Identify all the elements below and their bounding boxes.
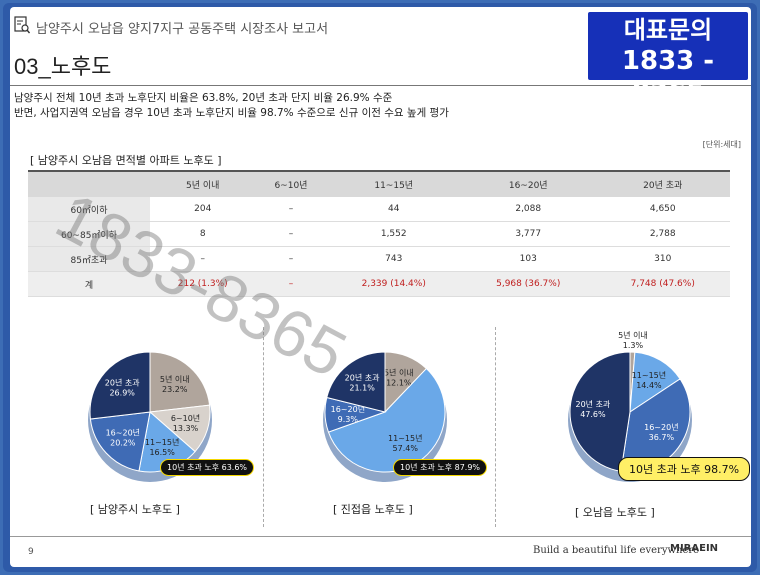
table-cell: – bbox=[255, 197, 327, 222]
divider bbox=[10, 85, 751, 86]
col-header: 11~15년 bbox=[326, 170, 461, 197]
pie-slice-value: 1.3% bbox=[623, 341, 644, 350]
table-row: 60㎡이하 204 – 44 2,088 4,650 bbox=[28, 197, 730, 222]
table-cell: 8 bbox=[150, 221, 256, 247]
table-cell: 44 bbox=[326, 197, 461, 222]
pie-slice-value: 47.6% bbox=[580, 410, 606, 419]
section-title: 03_노후도 bbox=[14, 54, 112, 79]
table-cell: 103 bbox=[460, 246, 596, 272]
pie-slice-label: 6~10년 bbox=[171, 413, 200, 423]
pie-caption: [ 남양주시 노후도 ] bbox=[90, 503, 180, 516]
pie-slice bbox=[326, 351, 386, 413]
pie-slice-label: 5년 이내 bbox=[618, 330, 648, 340]
pie-caption: [ 오남읍 노후도 ] bbox=[575, 506, 655, 519]
table-cell: 212 (1.3%) bbox=[150, 271, 256, 297]
table-title: [ 남양주시 오남읍 면적별 아파트 노후도 ] bbox=[30, 154, 222, 167]
age-table: 5년 이내 6~10년 11~15년 16~20년 20년 초과 60㎡이하 2… bbox=[28, 170, 730, 297]
divider bbox=[495, 327, 496, 527]
pie-slice bbox=[89, 351, 151, 420]
table-cell: 7,748 (47.6%) bbox=[595, 271, 730, 297]
pie-slice-label: 20년 초과 bbox=[105, 377, 140, 387]
table-cell: – bbox=[150, 246, 256, 272]
row-label: 60㎡이하 bbox=[28, 197, 150, 222]
pie-slice-value: 57.4% bbox=[393, 444, 419, 453]
row-label: 60~85㎡이하 bbox=[28, 221, 150, 247]
pie-slice-value: 13.3% bbox=[173, 424, 199, 433]
summary-text: 남양주시 전체 10년 초과 노후단지 비율은 63.8%, 20년 초과 단지… bbox=[14, 91, 449, 121]
pie-slice-label: 20년 초과 bbox=[345, 373, 380, 383]
pie-slice bbox=[629, 351, 681, 413]
col-header: 20년 초과 bbox=[595, 170, 730, 197]
table-cell: – bbox=[255, 221, 327, 247]
pie-slice-label: 11~15년 bbox=[632, 370, 666, 380]
company-logo: MIRAEIN bbox=[670, 543, 719, 554]
summary-line-2: 반면, 사업지권역 오남읍 경우 10년 초과 노후단지 비율 98.7% 수준… bbox=[14, 107, 449, 119]
table-row: 60~85㎡이하 8 – 1,552 3,777 2,788 bbox=[28, 221, 730, 247]
divider bbox=[263, 327, 264, 527]
pie-slice bbox=[89, 411, 151, 472]
col-header: 5년 이내 bbox=[150, 170, 256, 197]
pie-slice-label: 5년 이내 bbox=[384, 367, 414, 377]
pie-slice-label: 5년 이내 bbox=[160, 374, 190, 384]
report-page: 남양주시 오남읍 양지7지구 공동주택 시장조사 보고서 03_노후도 남양주시… bbox=[10, 7, 751, 567]
pie-caption: [ 진접읍 노후도 ] bbox=[333, 503, 413, 516]
table-cell: 2,088 bbox=[460, 197, 596, 222]
table-cell: 5,968 (36.7%) bbox=[460, 271, 596, 297]
pie-slice-value: 23.2% bbox=[162, 385, 188, 394]
contact-number: 1833 - 8365 bbox=[621, 46, 715, 108]
pie-slice-value: 20.2% bbox=[110, 438, 136, 447]
table-cell: – bbox=[255, 271, 327, 297]
pie-badge: 10년 초과 노후 98.7% bbox=[618, 457, 751, 481]
pie-slice-label: 11~15년 bbox=[145, 437, 179, 447]
pie-slice-value: 16.5% bbox=[149, 448, 175, 457]
footer-divider bbox=[10, 536, 751, 537]
pie-slice-value: 26.9% bbox=[109, 388, 135, 397]
col-header: 16~20년 bbox=[460, 170, 596, 197]
table-cell: 1,552 bbox=[326, 221, 461, 247]
pie-badge: 10년 초과 노후 87.9% bbox=[393, 459, 488, 476]
page-number: 9 bbox=[28, 547, 34, 557]
footer-tagline: Build a beautiful life everywhere bbox=[533, 545, 700, 556]
pie-slice-label: 20년 초과 bbox=[575, 399, 610, 409]
pie-slice-label: 16~20년 bbox=[106, 427, 140, 437]
contact-box[interactable]: 대표문의 1833 - 8365 bbox=[586, 10, 750, 108]
table-cell: 4,650 bbox=[595, 197, 730, 222]
pie-slice-label: 11~15년 bbox=[388, 433, 422, 443]
table-cell: 743 bbox=[326, 246, 461, 272]
table-cell: – bbox=[255, 246, 327, 272]
table-cell: 310 bbox=[595, 246, 730, 272]
report-title: 남양주시 오남읍 양지7지구 공동주택 시장조사 보고서 bbox=[36, 22, 329, 37]
row-label: 85㎡초과 bbox=[28, 246, 150, 272]
table-cell: 204 bbox=[150, 197, 256, 222]
summary-line-1: 남양주시 전체 10년 초과 노후단지 비율은 63.8%, 20년 초과 단지… bbox=[14, 92, 393, 104]
pie-slice bbox=[149, 351, 211, 413]
pie-slice-value: 12.1% bbox=[386, 378, 412, 387]
pie-slice-value: 14.4% bbox=[636, 381, 662, 390]
table-header-row: 5년 이내 6~10년 11~15년 16~20년 20년 초과 bbox=[28, 170, 730, 197]
col-header: 6~10년 bbox=[255, 170, 327, 197]
pie-slice-value: 21.1% bbox=[349, 384, 375, 393]
pie-slice-value: 36.7% bbox=[649, 433, 675, 442]
unit-label: [단위:세대] bbox=[702, 140, 741, 149]
pie-badge: 10년 초과 노후 63.6% bbox=[160, 459, 255, 476]
pie-slice bbox=[569, 351, 631, 472]
table-cell: 2,339 (14.4%) bbox=[326, 271, 461, 297]
col-header bbox=[28, 170, 150, 197]
pie-slice-value: 9.3% bbox=[338, 415, 359, 424]
contact-label: 대표문의 bbox=[623, 16, 713, 44]
pie-slice-label: 16~20년 bbox=[644, 422, 678, 432]
table-total-row: 계 212 (1.3%) – 2,339 (14.4%) 5,968 (36.7… bbox=[28, 271, 730, 297]
document-search-icon bbox=[14, 16, 30, 34]
table-row: 85㎡초과 – – 743 103 310 bbox=[28, 246, 730, 272]
table-cell: 3,777 bbox=[460, 221, 596, 247]
table-cell: 2,788 bbox=[595, 221, 730, 247]
row-label: 계 bbox=[28, 271, 150, 297]
pie-slice-label: 16~20년 bbox=[331, 404, 365, 414]
